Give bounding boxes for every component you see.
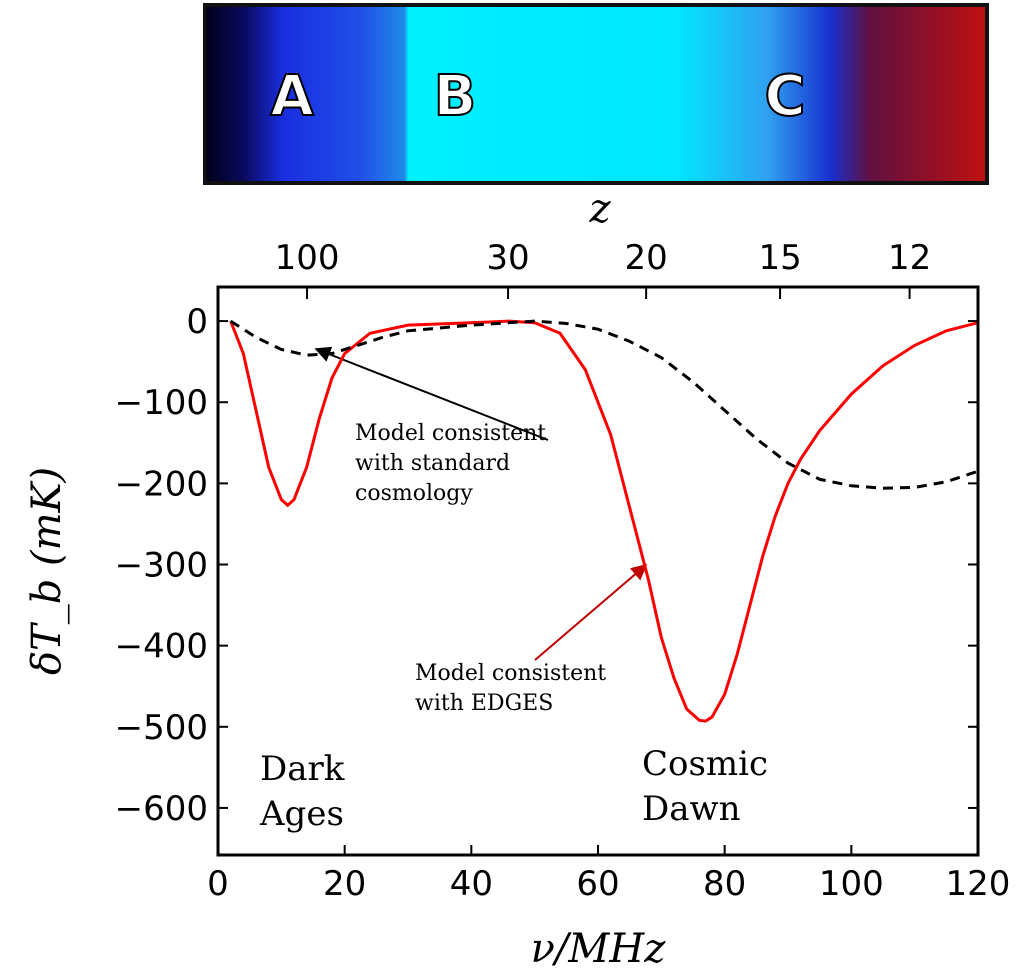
annotation-arrow: [314, 346, 549, 441]
x-tick-label: 0: [207, 864, 229, 904]
annotation: Dawn: [642, 789, 741, 829]
annotation: cosmology: [355, 481, 473, 506]
annotation-arrow: [534, 563, 648, 661]
top-tick-label: 20: [625, 238, 668, 278]
x-tick-label: 100: [819, 864, 884, 904]
annotation: Cosmic: [642, 744, 768, 784]
top-tick-label: 100: [275, 238, 340, 278]
top-tick-label: 30: [486, 238, 529, 278]
y-tick-label: −600: [115, 789, 208, 829]
strip-label: A: [270, 64, 314, 129]
annotation: Ages: [259, 794, 344, 834]
y-tick-label: 0: [186, 302, 208, 342]
top-tick-label: 15: [758, 238, 801, 278]
annotation: Model consistent: [415, 661, 606, 686]
x-tick-label: 120: [946, 864, 1011, 904]
strip-label: B: [434, 64, 477, 129]
y-axis-label: δT_b (mK): [24, 467, 70, 675]
annotation: with EDGES: [415, 691, 553, 716]
series-line: [229, 319, 979, 490]
y-tick-label: −400: [115, 627, 208, 667]
y-tick-label: −300: [115, 546, 208, 586]
top-tick-label: 12: [888, 238, 931, 278]
x-tick-label: 80: [703, 864, 746, 904]
y-tick-label: −200: [115, 464, 208, 504]
annotation: Model consistent: [355, 421, 546, 446]
simulation-strip: [203, 3, 989, 185]
plot-frame: [216, 285, 980, 857]
y-tick-label: −500: [115, 708, 208, 748]
annotation: Dark: [260, 749, 345, 789]
x-tick-label: 60: [576, 864, 619, 904]
y-tick-label: −100: [115, 383, 208, 423]
series-line: [229, 319, 979, 723]
x-axis-label: ν/MHz: [531, 926, 667, 972]
strip-label: C: [764, 64, 805, 129]
annotation: with standard: [355, 451, 510, 476]
x-tick-label: 20: [323, 864, 366, 904]
x-tick-label: 40: [450, 864, 493, 904]
top-axis-label: z: [588, 186, 611, 232]
